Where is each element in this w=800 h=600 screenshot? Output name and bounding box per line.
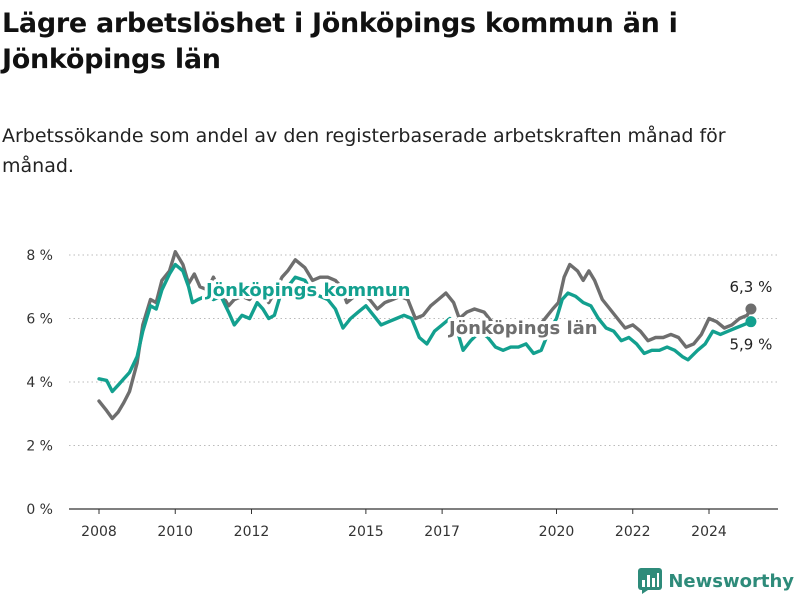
x-tick-label: 2012 (234, 524, 270, 540)
end-point-kommun (745, 316, 757, 328)
chart-subtitle: Arbetssökande som andel av den registerb… (2, 125, 726, 177)
grid-lines (69, 254, 778, 510)
x-tick-label: 2020 (539, 524, 575, 540)
y-tick-label: 6 % (26, 312, 53, 328)
series-labels: 6,3 % 5,9 % Jönköpings kommun Jönköpings lä… (201, 277, 772, 354)
x-tick-label: 2017 (424, 524, 460, 540)
y-tick-label: 4 % (26, 375, 53, 391)
y-tick-label: 2 % (26, 439, 53, 455)
end-label-kommun: 5,9 % (729, 336, 772, 354)
x-tick-label: 2015 (348, 524, 384, 540)
x-tick-label: 2010 (157, 524, 193, 540)
series-line-lan (97, 250, 753, 421)
chart-title: Lägre arbetslöshet i Jönköpings kommun ä… (2, 8, 678, 75)
end-label-lan: 6,3 % (729, 278, 772, 296)
brand-name: Newsworthy (668, 570, 794, 592)
newsworthy-brand: Newsworthy (638, 568, 794, 594)
x-tick-label: 2022 (615, 524, 651, 540)
series-label-lan: Jönköpings län (447, 318, 598, 339)
series-lines (97, 250, 757, 421)
series-label-kommun: Jönköpings kommun (204, 280, 410, 301)
x-tick-label: 2024 (691, 524, 727, 540)
y-tick-label: 8 % (26, 248, 53, 264)
end-point-lan (745, 303, 757, 315)
bar-chart-logo-icon (638, 568, 663, 594)
x-tick-label: 2008 (81, 524, 117, 540)
y-tick-label: 0 % (26, 502, 53, 518)
series-line-kommun (97, 262, 753, 394)
x-axis-ticks: 2008 2010 2012 2015 2017 2020 2022 2024 (81, 509, 727, 540)
y-axis-ticks: 0 % 2 % 4 % 6 % 8 % (26, 248, 53, 518)
